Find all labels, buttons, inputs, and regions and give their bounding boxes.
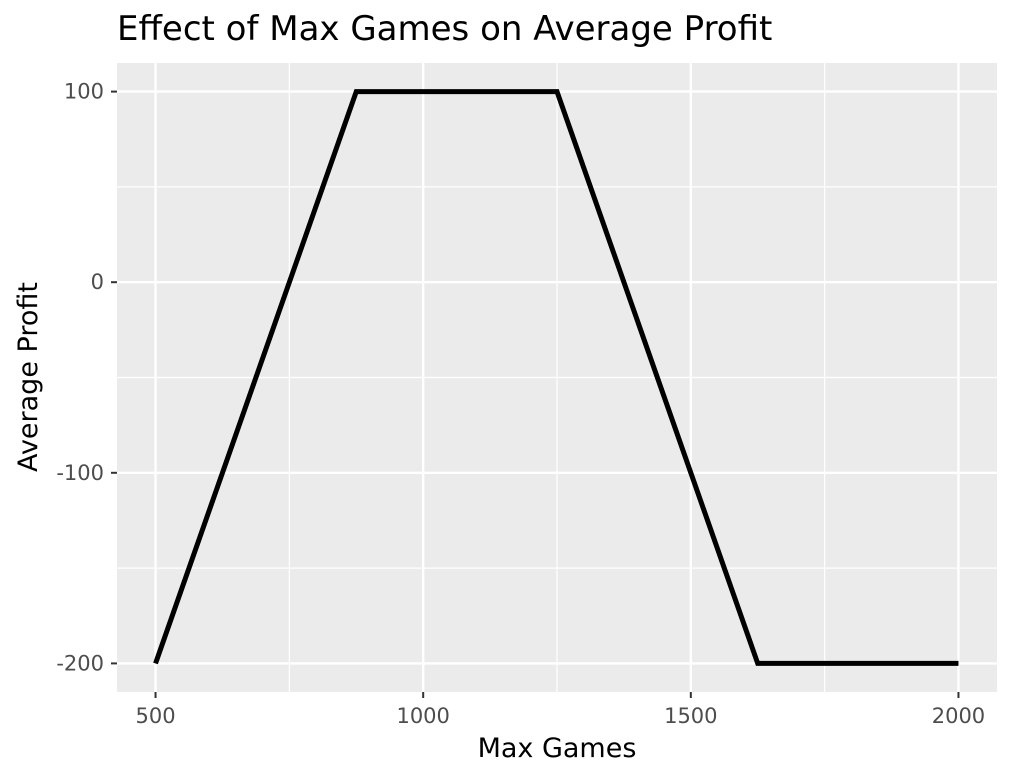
- minor-gridlines: [117, 63, 997, 692]
- y-tick-label: -100: [56, 461, 104, 485]
- y-axis-title: Average Profit: [13, 282, 44, 472]
- axis-ticks: [111, 90, 960, 698]
- series-layer: [153, 89, 959, 666]
- tick-labels: 500 1000 1500 2000 -200 -100 0 100: [56, 80, 985, 728]
- x-tick-label: 500: [135, 704, 175, 728]
- series-line: [153, 89, 959, 666]
- y-tick-label: -200: [56, 651, 104, 675]
- y-tick-label: 100: [64, 80, 104, 104]
- x-tick-label: 1500: [664, 704, 717, 728]
- x-axis-title: Max Games: [478, 733, 637, 764]
- chart-title: Effect of Max Games on Average Profit: [117, 9, 772, 49]
- x-tick-label: 1000: [396, 704, 449, 728]
- y-tick-label: 0: [91, 270, 104, 294]
- x-tick-label: 2000: [932, 704, 985, 728]
